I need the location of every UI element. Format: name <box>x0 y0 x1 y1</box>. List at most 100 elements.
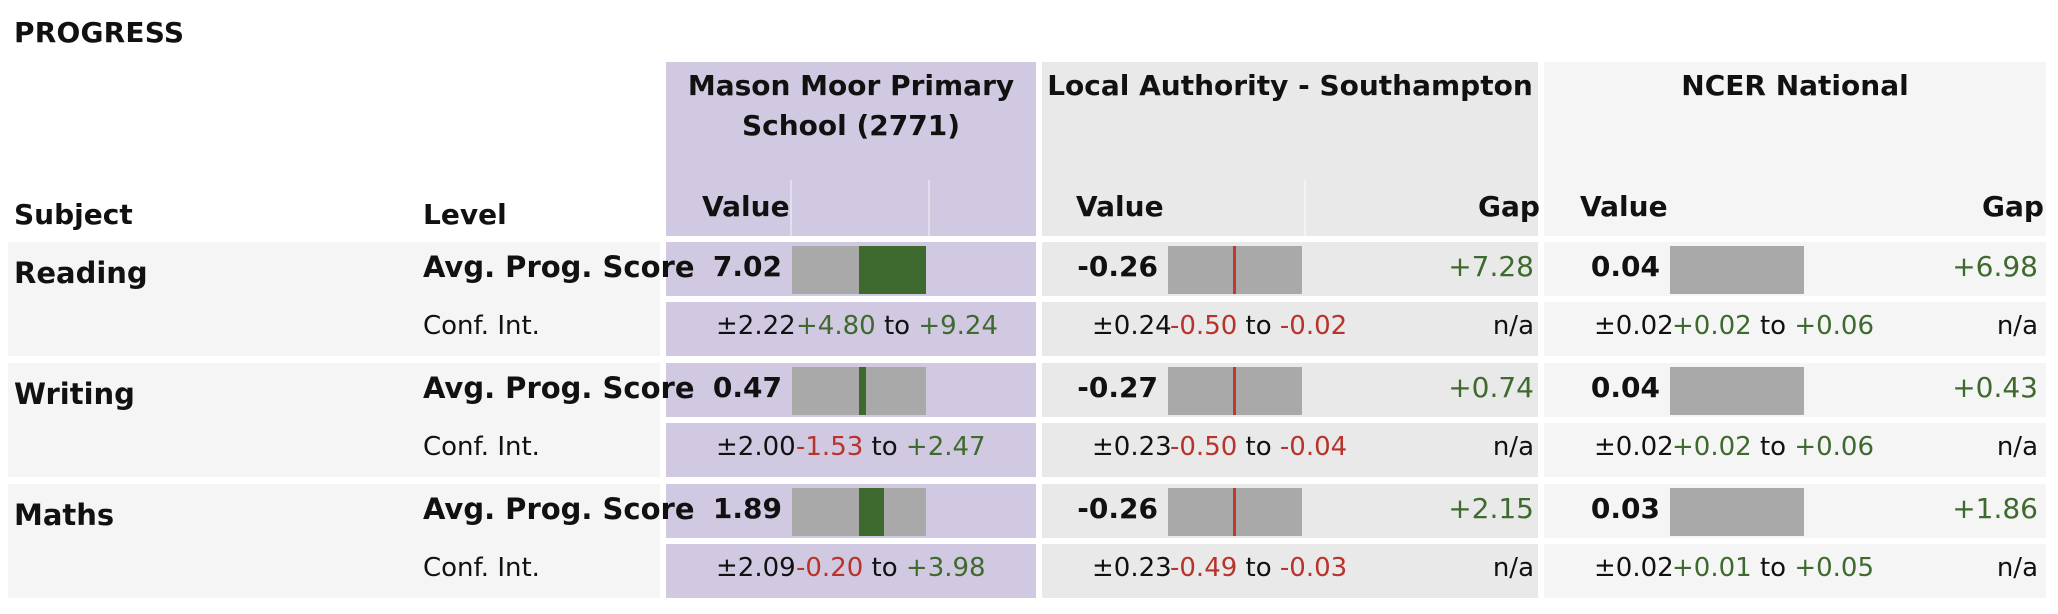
school-header-bg <box>666 62 1036 236</box>
school-progress-bar <box>792 488 926 536</box>
school-value: 1.89 <box>712 492 782 525</box>
school-ci-pm: ±2.09 <box>716 553 796 583</box>
ci-to: to <box>1245 311 1272 341</box>
national-gap-header: Gap <box>1982 190 2044 223</box>
national-ci-range: +0.01 to +0.05 <box>1672 553 1874 583</box>
la-ci-range: -0.50 to -0.02 <box>1170 311 1347 341</box>
ci-to: to <box>1245 553 1272 583</box>
national-gap: +1.86 <box>1952 492 2038 525</box>
la-gap: +2.15 <box>1448 492 1534 525</box>
level-avg-prog-score: Avg. Prog. Score <box>423 492 695 526</box>
ci-to: to <box>871 432 898 462</box>
ci-high: +2.47 <box>905 432 986 462</box>
school-ci-pm: ±2.22 <box>716 311 796 341</box>
national-value: 0.03 <box>1590 492 1660 525</box>
ci-high: +9.24 <box>918 311 999 341</box>
school-progress-fill <box>859 246 926 294</box>
ci-low: -0.50 <box>1170 311 1238 341</box>
la-gap: +7.28 <box>1448 250 1534 283</box>
school-cell <box>666 423 1036 477</box>
school-cell <box>666 544 1036 598</box>
level-conf-int: Conf. Int. <box>423 553 540 583</box>
la-ci-range: -0.50 to -0.04 <box>1170 432 1347 462</box>
la-ci-range: -0.49 to -0.03 <box>1170 553 1347 583</box>
la-progress-bar <box>1168 488 1302 536</box>
la-progress-bar <box>1168 367 1302 415</box>
national-gap-ci: n/a <box>1996 553 2038 583</box>
national-header-bg <box>1544 62 2046 236</box>
la-value-header: Value <box>1076 190 1164 223</box>
school-ci-pm: ±2.00 <box>716 432 796 462</box>
subject-writing: Writing <box>14 377 135 411</box>
ci-low: -1.53 <box>796 432 864 462</box>
school-ci-range: -1.53 to +2.47 <box>796 432 986 462</box>
national-cell <box>1544 544 2046 598</box>
national-progress-bar <box>1670 488 1804 536</box>
ci-low: +0.01 <box>1672 553 1752 583</box>
school-ci-range: -0.20 to +3.98 <box>796 553 986 583</box>
la-ci-pm: ±0.23 <box>1092 432 1172 462</box>
subject-reading: Reading <box>14 256 148 290</box>
la-value: -0.26 <box>1077 250 1158 283</box>
subject-header: Subject <box>14 198 133 231</box>
national-ci-pm: ±0.02 <box>1594 311 1674 341</box>
school-header-divider <box>790 180 792 236</box>
national-value: 0.04 <box>1590 250 1660 283</box>
national-progress-bar <box>1670 246 1804 294</box>
la-ci-pm: ±0.24 <box>1092 311 1172 341</box>
national-ci-range: +0.02 to +0.06 <box>1672 311 1874 341</box>
subject-cell <box>8 363 660 477</box>
national-cell <box>1544 302 2046 356</box>
ci-high: +3.98 <box>905 553 986 583</box>
national-ci-pm: ±0.02 <box>1594 432 1674 462</box>
ci-high: -0.04 <box>1279 432 1348 462</box>
school-progress-bar <box>792 367 926 415</box>
ci-low: -0.20 <box>796 553 864 583</box>
la-value: -0.27 <box>1077 371 1158 404</box>
level-avg-prog-score: Avg. Prog. Score <box>423 250 695 284</box>
school-ci-range: +4.80 to +9.24 <box>796 311 998 341</box>
la-gap-header: Gap <box>1478 190 1540 223</box>
ci-to: to <box>1245 432 1272 462</box>
page-title: PROGRESS <box>14 16 185 49</box>
la-cell <box>1042 423 1538 477</box>
school-progress-bar <box>792 246 926 294</box>
la-progress-marker <box>1233 246 1236 294</box>
ci-low: +0.02 <box>1672 432 1752 462</box>
national-header: NCER National <box>1681 69 1909 102</box>
la-cell <box>1042 544 1538 598</box>
ci-high: -0.02 <box>1279 311 1348 341</box>
national-gap-ci: n/a <box>1996 311 2038 341</box>
national-progress-bar <box>1670 367 1804 415</box>
la-header-divider <box>1304 180 1306 236</box>
la-gap: +0.74 <box>1448 371 1534 404</box>
school-value: 7.02 <box>712 250 782 283</box>
level-avg-prog-score: Avg. Prog. Score <box>423 371 695 405</box>
la-gap-ci: n/a <box>1492 432 1534 462</box>
ci-to: to <box>1759 553 1787 583</box>
la-header: Local Authority - Southampton <box>1047 69 1533 102</box>
la-cell <box>1042 302 1538 356</box>
ci-to: to <box>1759 432 1787 462</box>
national-value: 0.04 <box>1590 371 1660 404</box>
ci-high: +0.06 <box>1794 311 1875 341</box>
school-value: 0.47 <box>712 371 782 404</box>
school-value-header: Value <box>702 190 790 223</box>
ci-low: +0.02 <box>1672 311 1752 341</box>
national-gap-ci: n/a <box>1996 432 2038 462</box>
la-ci-pm: ±0.23 <box>1092 553 1172 583</box>
la-header-bg <box>1042 62 1538 236</box>
national-gap: +0.43 <box>1952 371 2038 404</box>
ci-to: to <box>883 311 911 341</box>
school-cell <box>666 302 1036 356</box>
ci-low: -0.49 <box>1170 553 1238 583</box>
school-header-divider <box>928 180 930 236</box>
national-gap: +6.98 <box>1952 250 2038 283</box>
ci-to: to <box>871 553 898 583</box>
level-conf-int: Conf. Int. <box>423 311 540 341</box>
ci-low: +4.80 <box>796 311 876 341</box>
school-progress-fill <box>859 367 866 415</box>
ci-to: to <box>1759 311 1787 341</box>
la-gap-ci: n/a <box>1492 311 1534 341</box>
la-progress-marker <box>1233 367 1236 415</box>
